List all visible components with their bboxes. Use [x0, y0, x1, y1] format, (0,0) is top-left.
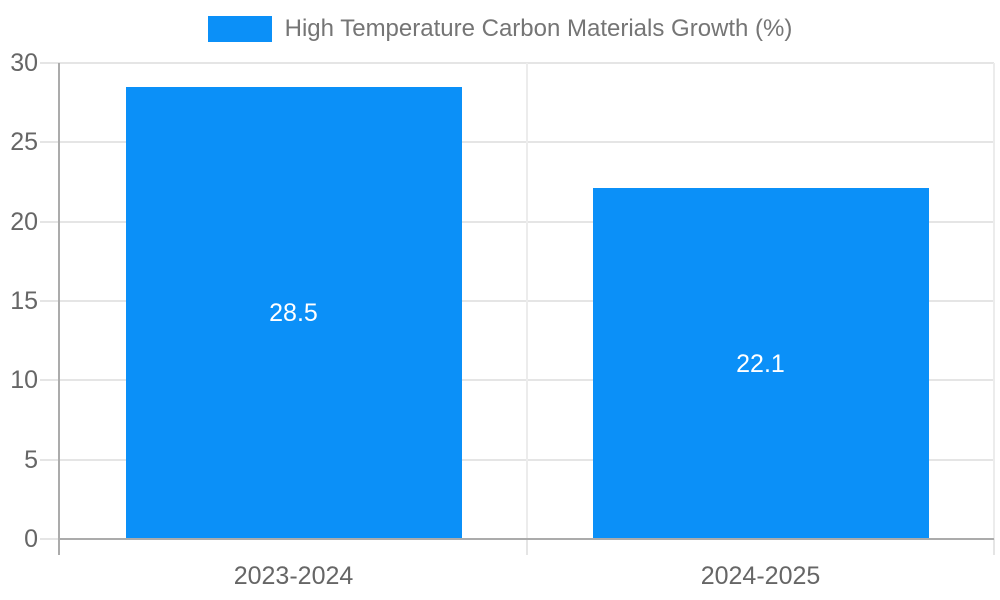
- y-axis-tick: [40, 300, 60, 302]
- chart-legend[interactable]: High Temperature Carbon Materials Growth…: [0, 14, 1000, 44]
- bar-value-label: 28.5: [269, 298, 318, 327]
- legend-swatch: [207, 16, 272, 42]
- y-axis-line: [58, 63, 60, 555]
- y-axis-tick: [40, 220, 60, 223]
- y-axis-label: 5: [24, 445, 38, 474]
- y-axis-label: 0: [24, 525, 38, 553]
- bar[interactable]: [125, 86, 462, 539]
- x-axis-line: [60, 538, 994, 540]
- legend-label: High Temperature Carbon Materials Growth…: [284, 15, 793, 42]
- y-axis-label: 30: [10, 49, 38, 77]
- bar[interactable]: [592, 188, 929, 539]
- x-gridline: [526, 63, 528, 539]
- y-axis-label: 25: [10, 128, 38, 157]
- y-axis-tick: [40, 62, 60, 64]
- y-axis-label: 20: [10, 207, 38, 236]
- bar-value-label: 22.1: [736, 349, 785, 378]
- y-axis-tick: [40, 538, 60, 540]
- y-axis-label: 10: [10, 366, 38, 395]
- x-axis-label: 2024-2025: [700, 562, 821, 590]
- y-axis-tick: [40, 379, 60, 382]
- y-axis-tick: [40, 458, 60, 461]
- x-gridline: [993, 63, 995, 539]
- x-axis-tick: [993, 539, 995, 555]
- y-axis-label: 15: [10, 287, 38, 315]
- x-axis-tick: [526, 539, 528, 555]
- x-axis-label: 2023-2024: [233, 562, 354, 590]
- y-axis-tick: [40, 141, 60, 144]
